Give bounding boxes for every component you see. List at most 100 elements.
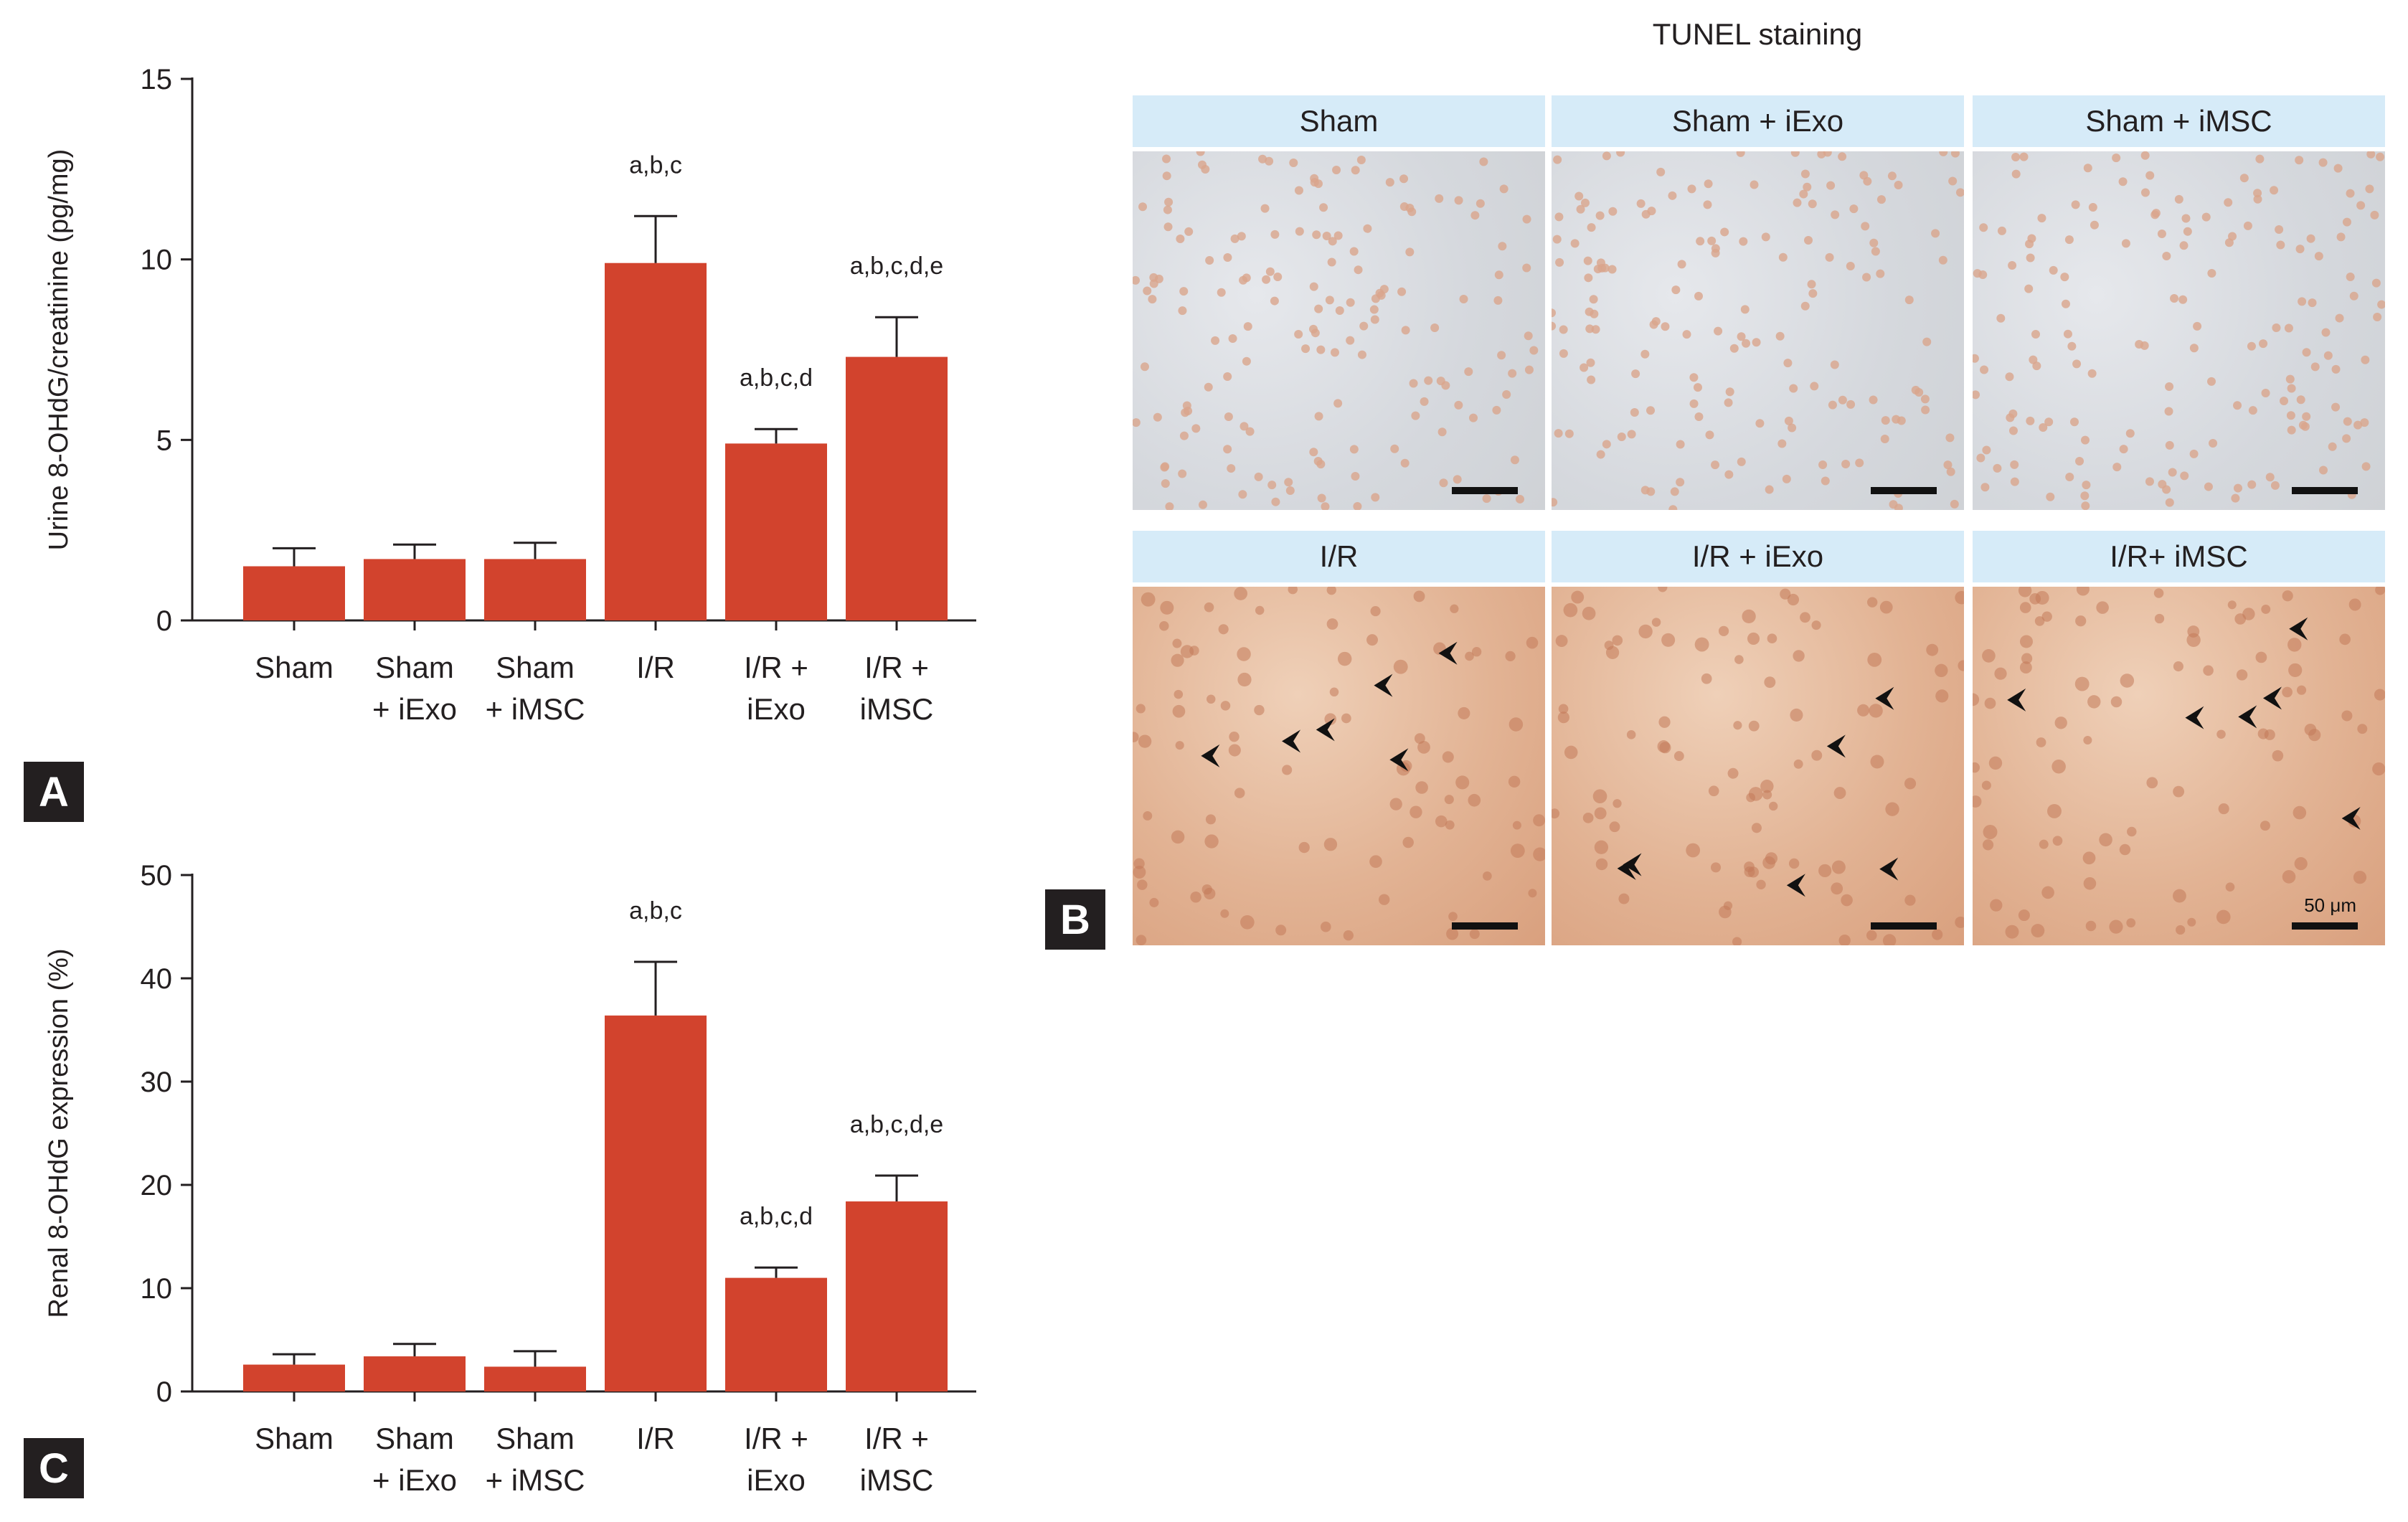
nucleus (1564, 745, 1578, 760)
nucleus (1946, 467, 1955, 476)
nucleus (1982, 839, 1994, 851)
arrowhead-marker (2238, 705, 2257, 729)
nucleus (1469, 413, 1478, 422)
nucleus (1760, 780, 1774, 793)
nucleus (2173, 889, 2186, 903)
nucleus (2370, 210, 2379, 219)
nucleus (1409, 379, 1418, 388)
nucleus (1586, 358, 1595, 367)
nucleus (2181, 214, 2191, 223)
panel-label-a: A (24, 762, 84, 822)
nucleus (1990, 899, 2003, 912)
nucleus (2353, 420, 2363, 430)
nucleus (2179, 241, 2189, 250)
nucleus (2253, 189, 2262, 198)
nucleus (1160, 600, 1174, 615)
nucleus (1349, 445, 1359, 454)
nucleus (1885, 802, 1899, 816)
nucleus (1351, 472, 1360, 481)
nucleus (1407, 207, 1417, 217)
nucleus (1335, 306, 1344, 316)
nucleus (1808, 199, 1817, 209)
nucleus (1768, 801, 1778, 811)
nucleus (2280, 397, 2289, 406)
nucleus (1483, 871, 1492, 881)
bar (484, 1366, 586, 1391)
nucleus (2255, 154, 2265, 164)
nucleus (1608, 207, 1618, 216)
nucleus (2261, 604, 2271, 614)
nucleus (1727, 767, 1739, 779)
nucleus (1574, 192, 1584, 201)
nucleus (1237, 672, 1252, 687)
nucleus (1196, 151, 1205, 156)
nucleus (2049, 265, 2058, 275)
nucleus (2259, 339, 2268, 349)
nucleus (1522, 214, 1531, 224)
nucleus (2331, 364, 2341, 374)
nucleus (2318, 465, 2328, 475)
micrograph-label: Sham (1133, 95, 1545, 147)
nucleus (1559, 349, 1568, 358)
nucleus (1585, 307, 1594, 316)
x-tick-label: iMSC (860, 692, 934, 726)
nucleus (1135, 704, 1146, 714)
nucleus (1789, 384, 1798, 393)
nucleus (1138, 202, 1148, 212)
nucleus (1175, 741, 1184, 750)
nucleus (2296, 395, 2305, 405)
nucleus (1984, 697, 1996, 709)
nucleus (1552, 498, 1558, 507)
nucleus (2153, 588, 2164, 598)
nucleus (1701, 673, 1712, 684)
nucleus (1617, 432, 1626, 441)
nucleus (1205, 256, 1214, 265)
nucleus (2063, 329, 2072, 339)
arrowhead-marker (1438, 641, 1458, 665)
nucleus (1894, 180, 1903, 189)
nucleus (1515, 494, 1524, 504)
nucleus (1841, 460, 1851, 469)
nucleus (1882, 934, 1897, 945)
nucleus (2082, 851, 2096, 865)
nucleus (1552, 321, 1557, 331)
nucleus (1686, 843, 1701, 858)
nucleus (2239, 174, 2249, 183)
nucleus (2341, 710, 2353, 722)
nucleus (2366, 151, 2376, 159)
nucleus (1435, 815, 1448, 828)
nucleus (1397, 287, 1407, 296)
arrowhead-marker (1623, 853, 1642, 876)
nucleus (1982, 649, 1996, 663)
nucleus (1563, 602, 1578, 618)
nucleus (1455, 775, 1470, 790)
nucleus (1782, 474, 1791, 483)
nucleus (1729, 344, 1739, 353)
arrowhead-marker (1201, 744, 1220, 767)
nucleus (2158, 480, 2167, 489)
nucleus (1649, 320, 1658, 329)
nucleus (1612, 635, 1623, 646)
nucleus (2204, 482, 2213, 491)
nucleus (1876, 195, 1886, 204)
nucleus (1869, 238, 1879, 247)
nucleus (2270, 186, 2279, 195)
nucleus (1733, 721, 1742, 730)
nucleus (1326, 618, 1338, 630)
nucleus (1325, 296, 1334, 305)
nucleus (2087, 695, 2101, 709)
tissue-texture (1133, 151, 1539, 510)
nucleus (1267, 481, 1277, 490)
bar (605, 263, 707, 620)
nucleus (1369, 855, 1382, 869)
nucleus (1275, 925, 1287, 936)
nucleus (1732, 937, 1742, 945)
nucleus (1265, 156, 1274, 166)
nucleus (1227, 464, 1236, 473)
nucleus (2087, 369, 2097, 378)
nucleus (1309, 324, 1318, 334)
nucleus (1499, 184, 1508, 194)
nucleus (1594, 840, 1609, 854)
nucleus (2296, 685, 2307, 695)
nucleus (1479, 157, 1488, 166)
